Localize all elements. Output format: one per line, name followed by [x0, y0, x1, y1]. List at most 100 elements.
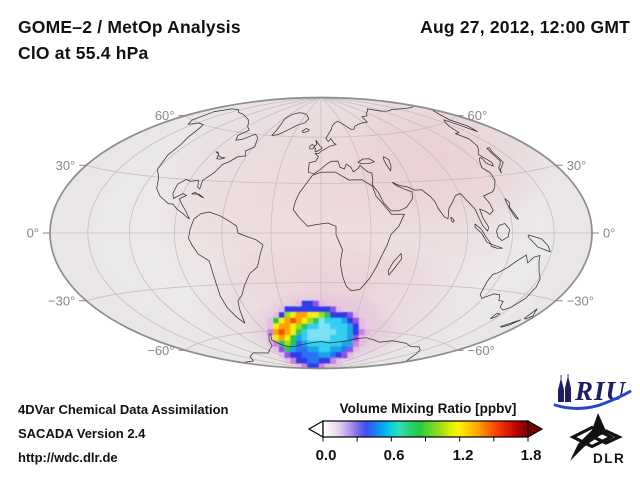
clo-cell — [290, 340, 297, 347]
coastline-path — [241, 333, 421, 363]
cathedral-icon — [558, 374, 571, 402]
clo-cell — [290, 317, 297, 325]
clo-cell — [278, 317, 286, 325]
clo-cell — [358, 323, 365, 330]
clo-cell — [347, 352, 354, 359]
clo-cell — [313, 363, 320, 369]
clo-cell — [301, 352, 308, 359]
clo-cell — [278, 334, 286, 342]
clo-cell — [273, 317, 280, 325]
clo-cell — [341, 346, 348, 353]
coastline-path — [191, 191, 205, 199]
lat-label-left: 60° — [155, 108, 175, 123]
coastline-path — [490, 312, 501, 319]
clo-cell — [318, 334, 325, 342]
lat-label-right: 0° — [603, 226, 615, 241]
latitude-labels: 60° 60° 30° 30° 0° 0° −30° −30° −60° −60° — [27, 108, 616, 358]
colorbar-tick-label: 0.0 — [315, 447, 337, 464]
clo-cell — [341, 323, 348, 330]
clo-cell — [330, 329, 337, 336]
clo-cell — [324, 346, 331, 353]
clo-cell — [301, 323, 308, 330]
coastline-path — [523, 308, 538, 320]
clo-cell — [295, 334, 303, 342]
clo-cell — [267, 334, 274, 342]
clo-cell — [295, 346, 303, 353]
clo-cell — [330, 357, 337, 364]
clo-cell — [341, 329, 348, 336]
clo-cell — [358, 317, 365, 325]
clo-cell — [307, 346, 314, 353]
coastline-path — [215, 151, 226, 160]
clo-cell — [324, 357, 331, 364]
clo-cell — [290, 334, 297, 342]
colorbar-tick-label: 1.2 — [452, 447, 474, 464]
clo-cell — [313, 340, 320, 347]
clo-cell — [295, 323, 303, 330]
coastline-path — [504, 198, 519, 220]
clo-cell — [324, 363, 331, 369]
lat-label-right: −60° — [468, 343, 495, 358]
clo-cell — [278, 329, 286, 336]
clo-cell — [347, 340, 354, 347]
meridian-line — [173, 97, 322, 369]
coastline-path — [486, 147, 504, 174]
lat-label-left: 30° — [56, 158, 76, 173]
page-title: GOME–2 / MetOp Analysis — [18, 17, 241, 37]
clo-cell — [335, 317, 343, 325]
coastline-path — [188, 211, 264, 324]
clo-cell — [295, 329, 303, 336]
clo-cell — [278, 352, 286, 359]
world-map: 60° 60° 30° 30° 0° 0° −30° −30° −60° −60° — [27, 96, 616, 370]
clo-cell — [267, 340, 274, 347]
clo-cell — [324, 352, 331, 359]
clo-cell — [273, 334, 280, 342]
clo-cell — [352, 312, 360, 319]
clo-cell — [341, 317, 348, 325]
clo-cell — [307, 317, 314, 325]
clo-cell — [313, 352, 320, 359]
clo-cell — [278, 306, 286, 313]
clo-cell — [301, 334, 308, 342]
colorbar-tick-label: 1.8 — [520, 447, 542, 464]
clo-cell — [358, 340, 365, 347]
clo-cell — [284, 334, 291, 342]
clo-cell — [324, 312, 331, 319]
clo-cell — [318, 340, 325, 347]
clo-cell — [273, 340, 280, 347]
clo-cell — [313, 323, 320, 330]
clo-cell — [267, 323, 274, 330]
clo-cell — [301, 363, 308, 369]
clo-cell — [301, 329, 308, 336]
coastline-path — [382, 156, 392, 172]
clo-cell — [307, 323, 314, 330]
clo-cell — [347, 346, 354, 353]
meridian-line — [320, 97, 421, 369]
clo-cell — [290, 357, 297, 364]
clo-cell — [318, 357, 325, 364]
dlr-emblem-icon — [569, 413, 623, 461]
clo-cell — [341, 352, 348, 359]
clo-cell — [335, 323, 343, 330]
clo-cell — [295, 312, 303, 319]
clo-cell — [301, 300, 308, 307]
clo-cell — [347, 334, 354, 342]
clo-cell — [347, 329, 354, 336]
clo-cell — [330, 334, 337, 342]
coastline-path — [357, 158, 375, 165]
coastline-path — [314, 139, 323, 153]
clo-cell — [284, 306, 291, 313]
clo-cell — [284, 340, 291, 347]
clo-cell — [295, 340, 303, 347]
clo-cell — [278, 323, 286, 330]
coastline-path — [271, 112, 310, 136]
clo-cell — [318, 346, 325, 353]
clo-cell — [330, 323, 337, 330]
clo-cell — [335, 334, 343, 342]
clo-cell — [307, 340, 314, 347]
clo-cell — [313, 357, 320, 364]
clo-cell — [341, 334, 348, 342]
clo-cell — [273, 346, 280, 353]
clo-cell — [295, 363, 303, 369]
clo-cell — [318, 323, 325, 330]
